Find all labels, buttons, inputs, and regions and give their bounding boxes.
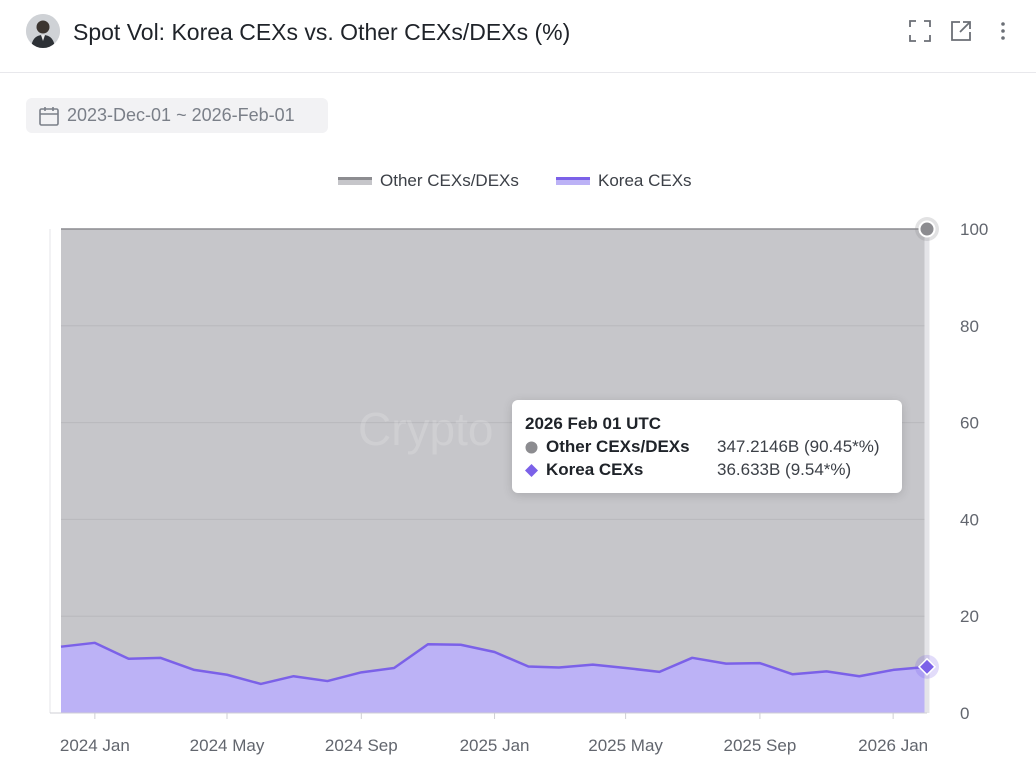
page-title: Spot Vol: Korea CEXs vs. Other CEXs/DEXs… xyxy=(73,19,571,45)
legend-label-other: Other CEXs/DEXs xyxy=(380,171,519,190)
x-tick-label: 2025 May xyxy=(588,736,663,755)
x-tick-label: 2024 Jan xyxy=(60,736,130,755)
tooltip-title: 2026 Feb 01 UTC xyxy=(525,414,662,433)
x-tick-label: 2024 Sep xyxy=(325,736,398,755)
series-line-korea xyxy=(60,641,928,686)
series-area-korea xyxy=(61,642,927,713)
tooltip-series-value: 36.633B (9.54*%) xyxy=(717,460,852,479)
circle-marker-icon xyxy=(525,441,538,454)
x-tick-label: 2024 May xyxy=(190,736,265,755)
y-tick-label: 20 xyxy=(960,607,979,626)
avatar[interactable] xyxy=(26,14,60,48)
legend-item-korea[interactable]: Korea CEXs xyxy=(556,170,692,192)
y-tick-label: 0 xyxy=(960,704,969,723)
x-tick-label: 2025 Sep xyxy=(724,736,797,755)
legend-swatch-other xyxy=(338,177,372,185)
tooltip-series-value: 347.2146B (90.45*%) xyxy=(717,437,880,456)
legend-item-other[interactable]: Other CEXs/DEXs xyxy=(338,170,519,192)
hover-marker-other xyxy=(918,220,936,238)
legend-label-korea: Korea CEXs xyxy=(598,171,692,190)
y-tick-label: 80 xyxy=(960,317,979,336)
y-tick-label: 100 xyxy=(960,220,988,239)
more-vertical-icon[interactable] xyxy=(990,18,1016,44)
watermark-logo: Crypto xyxy=(358,403,494,455)
date-range-label: 2023-Dec-01 ~ 2026-Feb-01 xyxy=(67,105,295,125)
diamond-marker-icon xyxy=(525,464,538,477)
hover-marker-korea xyxy=(917,657,937,676)
chart-tooltip: 2026 Feb 01 UTC Other CEXs/DEXs 347.2146… xyxy=(512,400,902,493)
open-external-icon[interactable] xyxy=(948,18,974,44)
calendar-icon xyxy=(38,105,60,127)
tooltip-series-name: Other CEXs/DEXs xyxy=(546,437,690,456)
legend-swatch-korea xyxy=(556,177,590,185)
tooltip-series-name: Korea CEXs xyxy=(546,460,644,479)
widget-header: Spot Vol: Korea CEXs vs. Other CEXs/DEXs… xyxy=(0,0,1036,73)
date-range-picker[interactable]: 2023-Dec-01 ~ 2026-Feb-01 xyxy=(26,98,328,133)
y-tick-label: 40 xyxy=(960,510,979,529)
fullscreen-icon[interactable] xyxy=(907,18,933,44)
x-tick-label: 2026 Jan xyxy=(858,736,928,755)
y-tick-label: 60 xyxy=(960,414,979,433)
x-tick-label: 2025 Jan xyxy=(460,736,530,755)
series-area-other xyxy=(61,229,927,684)
